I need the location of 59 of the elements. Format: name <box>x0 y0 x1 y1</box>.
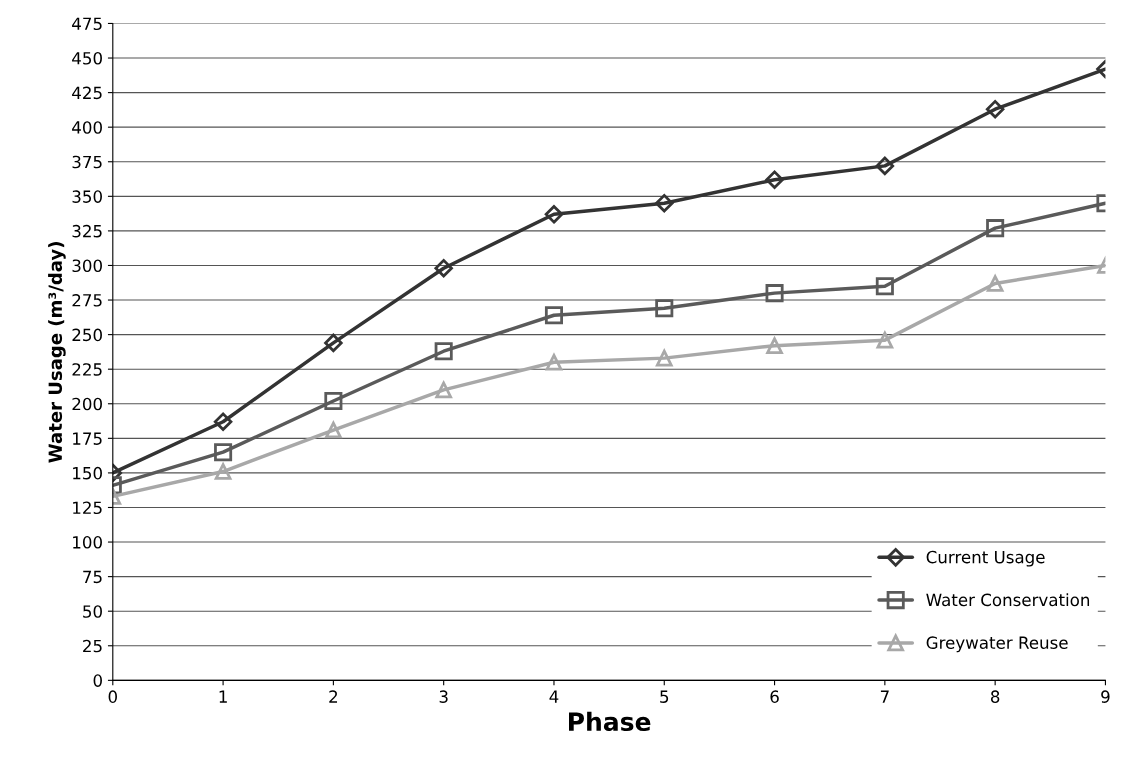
y-tick-label: 350 <box>72 190 102 203</box>
point <box>876 331 894 349</box>
y-tick-label: 200 <box>72 397 102 411</box>
y-tick-label: 375 <box>72 155 102 169</box>
point <box>214 463 232 480</box>
point <box>766 337 783 355</box>
x-axis-title: Phase <box>569 711 651 732</box>
y-tick-label: 175 <box>73 432 102 445</box>
point <box>545 353 563 371</box>
y-tick-label: 325 <box>72 224 102 238</box>
y-tick-label: 150 <box>73 466 102 480</box>
x-tick-label: 4 <box>549 690 559 703</box>
y-tick-label: 100 <box>73 536 102 549</box>
x-tick-label: 7 <box>880 690 889 703</box>
point <box>986 219 1005 238</box>
point <box>324 333 343 353</box>
point <box>325 421 342 439</box>
point <box>986 275 1004 292</box>
y-tick-label: 300 <box>72 259 102 273</box>
legend-label: Greywater Reuse <box>926 636 1068 653</box>
point <box>985 99 1005 119</box>
y-tick-label: 475 <box>72 17 102 31</box>
point <box>765 170 784 189</box>
y-tick-label: 50 <box>83 605 102 618</box>
x-tick-label: 1 <box>219 690 227 703</box>
x-tick-label: 8 <box>990 690 1000 703</box>
point <box>213 412 233 431</box>
legend-label: Water Conservation <box>926 593 1090 607</box>
point <box>875 156 895 176</box>
point <box>765 284 784 303</box>
point <box>875 277 894 296</box>
point <box>324 391 343 411</box>
x-tick-label: 6 <box>770 690 779 703</box>
y-tick-label: 75 <box>83 570 102 584</box>
y-tick-label: 250 <box>72 328 102 342</box>
y-axis-title: Water Usage (m³/day) <box>48 242 66 463</box>
point <box>434 258 453 278</box>
point <box>655 193 674 213</box>
point <box>434 342 453 361</box>
point <box>655 349 673 367</box>
x-tick-label: 0 <box>108 690 117 703</box>
y-tick-label: 400 <box>72 121 102 134</box>
point <box>655 299 674 318</box>
x-tick-label: 5 <box>660 690 669 703</box>
y-tick-label: 125 <box>73 501 102 515</box>
point <box>435 381 453 399</box>
x-tick-label: 9 <box>1101 690 1110 703</box>
y-tick-label: 450 <box>72 51 102 65</box>
y-tick-label: 0 <box>93 674 102 687</box>
x-tick-label: 3 <box>439 690 448 703</box>
point <box>214 443 233 462</box>
y-tick-label: 25 <box>83 639 102 653</box>
x-tick-label: 2 <box>329 690 338 703</box>
legend-label: Current Usage <box>926 550 1045 567</box>
point <box>544 306 563 325</box>
y-tick-label: 275 <box>72 294 102 307</box>
y-tick-label: 225 <box>72 363 102 376</box>
point <box>544 205 564 224</box>
y-tick-label: 425 <box>72 86 102 100</box>
